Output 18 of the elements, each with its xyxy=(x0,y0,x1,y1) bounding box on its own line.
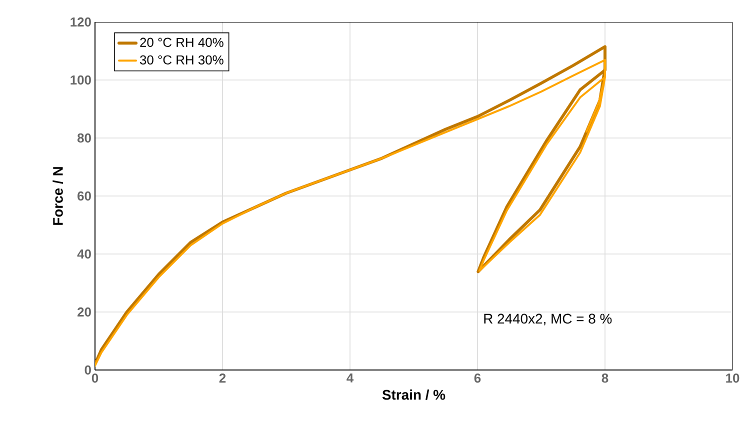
y-tick-label: 0 xyxy=(84,365,91,375)
x-tick-label: 4 xyxy=(346,374,354,382)
x-tick-label: 8 xyxy=(602,374,608,383)
x-tick-label: 0 xyxy=(92,374,98,383)
x-tick-label: 6 xyxy=(474,374,481,383)
y-tick-label: 20 xyxy=(78,307,91,317)
y-axis-title: Force / N xyxy=(52,167,64,225)
y-tick-label: 100 xyxy=(70,75,91,85)
x-axis-title: Strain / % xyxy=(382,390,446,400)
legend-label: 20 °C RH 40% xyxy=(140,38,224,47)
y-tick-label: 120 xyxy=(70,17,91,27)
legend-label: 30 °C RH 30% xyxy=(140,55,224,64)
x-tick-label: 10 xyxy=(726,374,740,383)
y-tick-label: 40 xyxy=(77,249,91,259)
y-tick-label: 80 xyxy=(77,133,91,143)
x-tick-label: 2 xyxy=(219,374,226,383)
y-tick-label: 60 xyxy=(78,191,91,201)
annotation: R 2440x2, MC = 8 % xyxy=(484,314,612,326)
